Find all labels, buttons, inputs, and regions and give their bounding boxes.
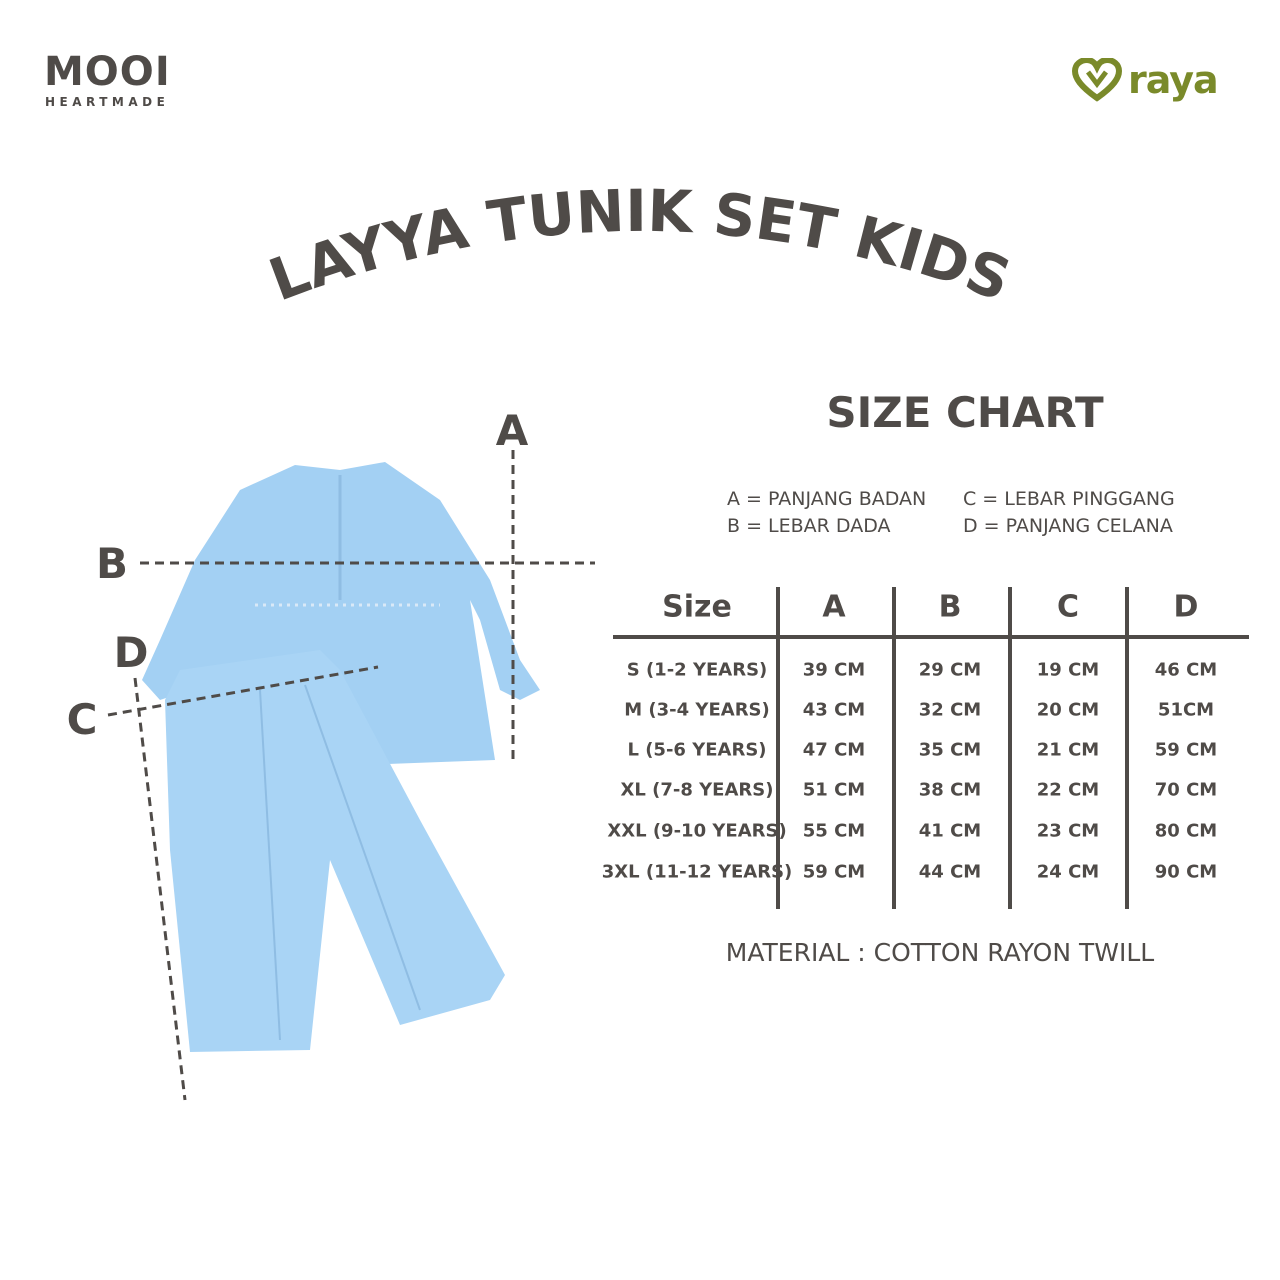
partner-name: raya — [1128, 58, 1219, 102]
size-label: XXL (9-10 YEARS) — [607, 820, 787, 842]
column-divider — [1125, 587, 1129, 909]
measurement-cell: 43 CM — [802, 699, 866, 721]
title-text: LAYYA TUNIK SET KIDS — [260, 177, 1019, 315]
measurement-cell: 47 CM — [802, 739, 866, 761]
measurement-cell: 44 CM — [918, 861, 982, 883]
measurement-cell: 32 CM — [918, 699, 982, 721]
dimension-label-a: A — [496, 406, 529, 455]
measurement-cell: 21 CM — [1036, 739, 1100, 761]
column-header: D — [1173, 589, 1199, 625]
heart-icon — [1072, 58, 1122, 102]
column-divider — [776, 587, 780, 909]
size-chart-heading: SIZE CHART — [826, 388, 1104, 437]
measurement-cell: 35 CM — [918, 739, 982, 761]
measurement-cell: 23 CM — [1036, 820, 1100, 842]
measurement-cell: 41 CM — [918, 820, 982, 842]
measurement-cell: 19 CM — [1036, 659, 1100, 681]
measurement-cell: 70 CM — [1154, 779, 1218, 801]
legend-c: C = LEBAR PINGGANG — [963, 488, 1175, 510]
size-label: XL (7-8 YEARS) — [620, 779, 774, 801]
column-header: Size — [662, 589, 732, 625]
size-label: L (5-6 YEARS) — [627, 739, 767, 761]
size-label: M (3-4 YEARS) — [624, 699, 770, 721]
legend-d: D = PANJANG CELANA — [963, 515, 1173, 537]
partner-logo: raya — [1072, 58, 1219, 102]
measurement-cell: 29 CM — [918, 659, 982, 681]
size-label: 3XL (11-12 YEARS) — [601, 861, 793, 883]
column-header: A — [822, 589, 846, 625]
page-title: LAYYA TUNIK SET KIDS — [260, 177, 1019, 315]
column-header: C — [1056, 589, 1080, 625]
measurement-cell: 20 CM — [1036, 699, 1100, 721]
brand-tagline: HEARTMADE — [45, 95, 170, 109]
legend-b: B = LEBAR DADA — [727, 515, 891, 537]
measurement-cell: 51CM — [1157, 699, 1215, 721]
measurement-cell: 24 CM — [1036, 861, 1100, 883]
measurement-cell: 59 CM — [1154, 739, 1218, 761]
dimension-label-d: D — [114, 628, 149, 677]
column-divider — [892, 587, 896, 909]
svg-text:LAYYA TUNIK SET KIDS: LAYYA TUNIK SET KIDS — [260, 177, 1019, 315]
dimension-label-c: C — [67, 695, 98, 744]
column-divider — [1008, 587, 1012, 909]
size-label: S (1-2 YEARS) — [626, 659, 768, 681]
measurement-cell: 90 CM — [1154, 861, 1218, 883]
garment-diagram: A B C D — [67, 406, 595, 1101]
measurement-cell: 59 CM — [802, 861, 866, 883]
material-note: MATERIAL : COTTON RAYON TWILL — [725, 938, 1155, 967]
brand-logo: MOOI — [44, 49, 171, 95]
measurement-cell: 46 CM — [1154, 659, 1218, 681]
legend-a: A = PANJANG BADAN — [727, 488, 927, 510]
measurement-cell: 51 CM — [802, 779, 866, 801]
measurement-cell: 22 CM — [1036, 779, 1100, 801]
header-divider — [613, 635, 1249, 639]
pants-shape — [165, 650, 505, 1052]
dimension-label-b: B — [96, 539, 128, 588]
measurement-cell: 55 CM — [802, 820, 866, 842]
measurement-cell: 38 CM — [918, 779, 982, 801]
measurement-cell: 80 CM — [1154, 820, 1218, 842]
column-header: B — [938, 589, 962, 625]
measurement-cell: 39 CM — [802, 659, 866, 681]
